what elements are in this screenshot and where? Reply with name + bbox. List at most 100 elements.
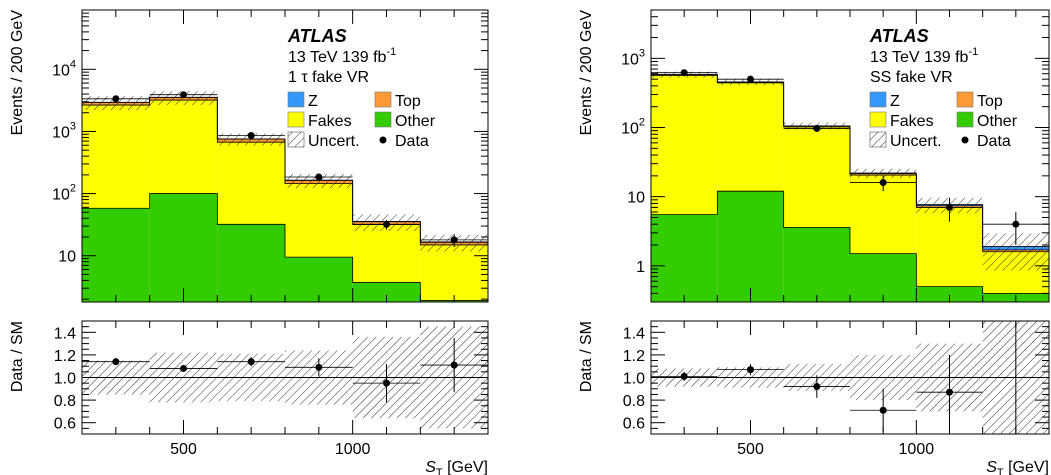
bar-fakes	[352, 224, 421, 283]
bar-other	[717, 191, 784, 302]
legend-label: Uncert.	[890, 133, 942, 150]
bar-fakes	[783, 127, 850, 228]
atlas-label: ATLAS	[869, 26, 929, 46]
y-tick-label: 1	[636, 259, 645, 276]
series-outline	[651, 190, 1049, 294]
energy-label: 13 TeV 139 fb-1	[870, 46, 978, 66]
main-plot-area	[651, 69, 1049, 302]
legend-swatch	[956, 111, 974, 128]
x-axis-title: ST [GeV]	[425, 459, 488, 475]
legend-marker	[961, 136, 969, 144]
legend-label: Uncert.	[308, 133, 360, 150]
data-point	[112, 95, 120, 103]
ratio-plot-area	[651, 321, 1049, 434]
ratio-y-tick-label: 0.6	[54, 416, 76, 433]
ratio-y-tick-label: 0.6	[623, 416, 645, 433]
ratio-point	[879, 406, 887, 414]
left-panel: 10 102 103 104 500 1000 0.6 0.8 1.0 1.2 1.4 Events …	[9, 9, 489, 475]
ratio-axis-title: Data / SM	[9, 321, 26, 392]
bar-other	[850, 253, 917, 302]
bar-fakes	[651, 75, 718, 215]
region-label: SS fake VR	[870, 69, 953, 86]
bar-other	[651, 214, 718, 302]
uncertainty-band	[217, 133, 285, 146]
legend-label: Other	[395, 113, 436, 130]
ratio-point	[112, 358, 120, 366]
bar-fakes	[82, 105, 150, 209]
legend-swatch	[287, 111, 305, 128]
bar-fakes	[217, 142, 285, 225]
y-tick-label: 103	[52, 120, 76, 141]
legend-swatch	[956, 91, 974, 108]
x-axis-title: ST [GeV]	[986, 459, 1049, 475]
data-point	[1012, 220, 1020, 228]
energy-label: 13 TeV 139 fb-1	[288, 46, 396, 66]
data-point	[247, 132, 255, 140]
ratio-point	[747, 366, 754, 374]
data-point	[879, 179, 887, 187]
legend-label: Other	[977, 113, 1018, 130]
legend-swatch	[869, 111, 887, 128]
legend-swatch	[374, 91, 392, 108]
bar-other	[217, 224, 285, 302]
legend-marker	[379, 136, 387, 144]
legend-swatch	[869, 131, 887, 148]
ratio-point	[247, 358, 255, 366]
atlas-label: ATLAS	[287, 26, 347, 46]
x-tick-label: 1000	[899, 441, 935, 458]
ratio-plot-area	[82, 326, 488, 429]
bar-other	[916, 286, 983, 302]
legend-swatch	[287, 91, 305, 108]
series-outline	[651, 74, 1049, 247]
ratio-y-tick-label: 1.2	[623, 348, 645, 365]
y-tick-label: 102	[52, 183, 76, 204]
legend-label: Data	[395, 133, 429, 150]
legend-swatch	[374, 111, 392, 128]
ratio-y-tick-label: 1.4	[623, 325, 645, 342]
bar-other	[149, 193, 218, 302]
y-tick-label: 103	[621, 47, 645, 68]
y-tick-label: 10	[627, 190, 645, 207]
x-tick-label: 500	[737, 441, 764, 458]
ratio-y-tick-label: 0.8	[623, 393, 645, 410]
x-tick-label: 1000	[335, 441, 371, 458]
y-tick-label: 10	[58, 249, 76, 266]
data-point	[180, 91, 187, 99]
bar-fakes	[149, 100, 218, 194]
y-axis-title: Events / 200 GeV	[578, 10, 595, 136]
bar-other	[352, 282, 421, 302]
legend-swatch	[287, 131, 305, 148]
right-panel: 1 10 102 103 500 1000 0.6 0.8 1.0 1.2 1.4 Events / …	[578, 9, 1050, 475]
y-axis-title: Events / 200 GeV	[9, 10, 26, 136]
legend-label: Fakes	[308, 113, 352, 130]
uncertainty-band	[285, 174, 353, 188]
main-plot-area	[82, 91, 488, 302]
data-point	[315, 173, 323, 181]
legend-label: Data	[977, 133, 1011, 150]
ratio-y-tick-label: 1.2	[54, 348, 76, 365]
data-point	[946, 203, 953, 211]
data-point	[747, 75, 754, 83]
ratio-y-tick-label: 1.0	[623, 371, 645, 388]
series-outline	[82, 193, 488, 301]
bar-other	[285, 257, 353, 302]
ratio-y-tick-label: 1.4	[54, 325, 76, 342]
legend-label: Z	[890, 93, 900, 110]
data-point	[450, 236, 458, 244]
data-point	[383, 220, 390, 228]
ratio-point	[680, 372, 688, 380]
bar-other	[783, 227, 850, 302]
y-tick-label: 104	[52, 58, 76, 79]
data-point	[680, 69, 688, 77]
legend-label: Top	[977, 93, 1003, 110]
bar-fakes	[285, 183, 353, 258]
ratio-point	[180, 364, 187, 372]
ratio-point	[315, 363, 323, 371]
uncertainty-band	[82, 96, 150, 110]
ratio-point	[383, 379, 390, 387]
x-tick-label: 500	[170, 441, 197, 458]
legend-label: Top	[395, 93, 421, 110]
bar-other	[82, 208, 150, 302]
y-tick-label: 102	[621, 117, 645, 138]
